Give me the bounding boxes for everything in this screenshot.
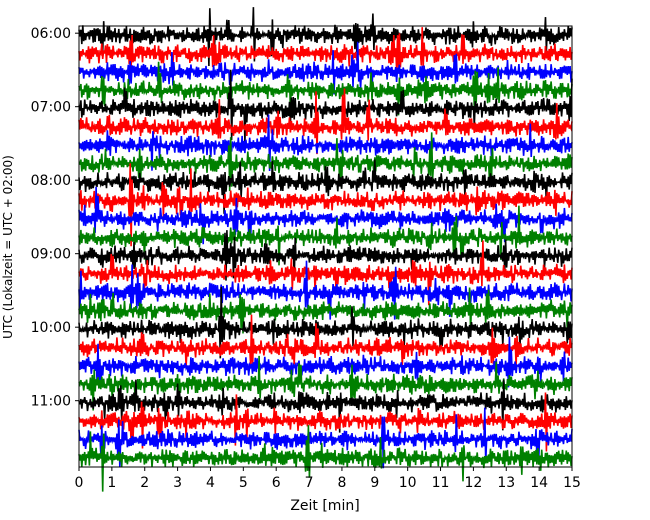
x-axis-label: Zeit [min]	[290, 498, 359, 514]
trace-0900	[78, 230, 573, 281]
x-axis-ticks: 0 1 2 3 4 5 6 7 8 9 10 11 12 13 14 15	[75, 467, 581, 491]
y-axis-label: UTC (Lokalzeit = UTC + 02:00)	[1, 155, 15, 339]
plot-frame	[78, 25, 573, 468]
trace-1015	[78, 314, 573, 373]
x-tick-label: 5	[239, 475, 248, 491]
x-tick-label: 15	[563, 475, 581, 491]
x-tick-label: 11	[432, 475, 450, 491]
trace-0715	[78, 88, 573, 155]
trace-0630	[78, 41, 573, 95]
x-tick-label: 7	[305, 475, 314, 491]
trace-1115	[78, 392, 573, 452]
y-tick-label: 11:00	[31, 394, 71, 410]
trace-0915	[78, 240, 573, 306]
y-tick-label: 08:00	[31, 173, 71, 189]
x-tick-label: 3	[173, 475, 182, 491]
trace-1000	[78, 286, 573, 359]
trace-0930	[78, 260, 573, 320]
trace-1030	[78, 336, 573, 389]
x-tick-label: 8	[337, 475, 346, 491]
trace-1045	[78, 355, 573, 411]
trace-0845	[78, 205, 573, 266]
trace-0815	[78, 163, 573, 247]
x-tick-label: 2	[140, 475, 149, 491]
y-tick-label: 10:00	[31, 320, 71, 336]
x-tick-label: 1	[107, 475, 116, 491]
trace-1100	[78, 379, 573, 433]
trace-1145	[78, 425, 573, 492]
x-tick-label: 6	[272, 475, 281, 491]
x-tick-label: 13	[497, 475, 515, 491]
x-tick-label: 12	[464, 475, 482, 491]
x-tick-label: 14	[530, 475, 548, 491]
trace-0945	[78, 287, 573, 334]
x-tick-label: 0	[75, 475, 84, 491]
trace-0615	[78, 27, 573, 72]
y-tick-label: 09:00	[31, 247, 71, 263]
trace-0730	[78, 114, 573, 172]
trace-0800	[78, 159, 573, 214]
trace-group	[78, 7, 573, 492]
trace-0645	[78, 61, 573, 116]
trace-0600	[78, 7, 573, 67]
trace-1130	[78, 407, 573, 469]
y-tick-label: 07:00	[31, 100, 71, 116]
x-tick-label: 4	[206, 475, 215, 491]
y-axis-ticks: 06:00 07:00 08:00 09:00 10:00 11:00	[31, 26, 79, 410]
trace-0830	[78, 186, 573, 245]
trace-0700	[78, 69, 573, 142]
trace-0745	[78, 132, 573, 192]
y-tick-label: 06:00	[31, 26, 71, 42]
x-tick-label: 10	[399, 475, 417, 491]
x-tick-label: 9	[370, 475, 379, 491]
